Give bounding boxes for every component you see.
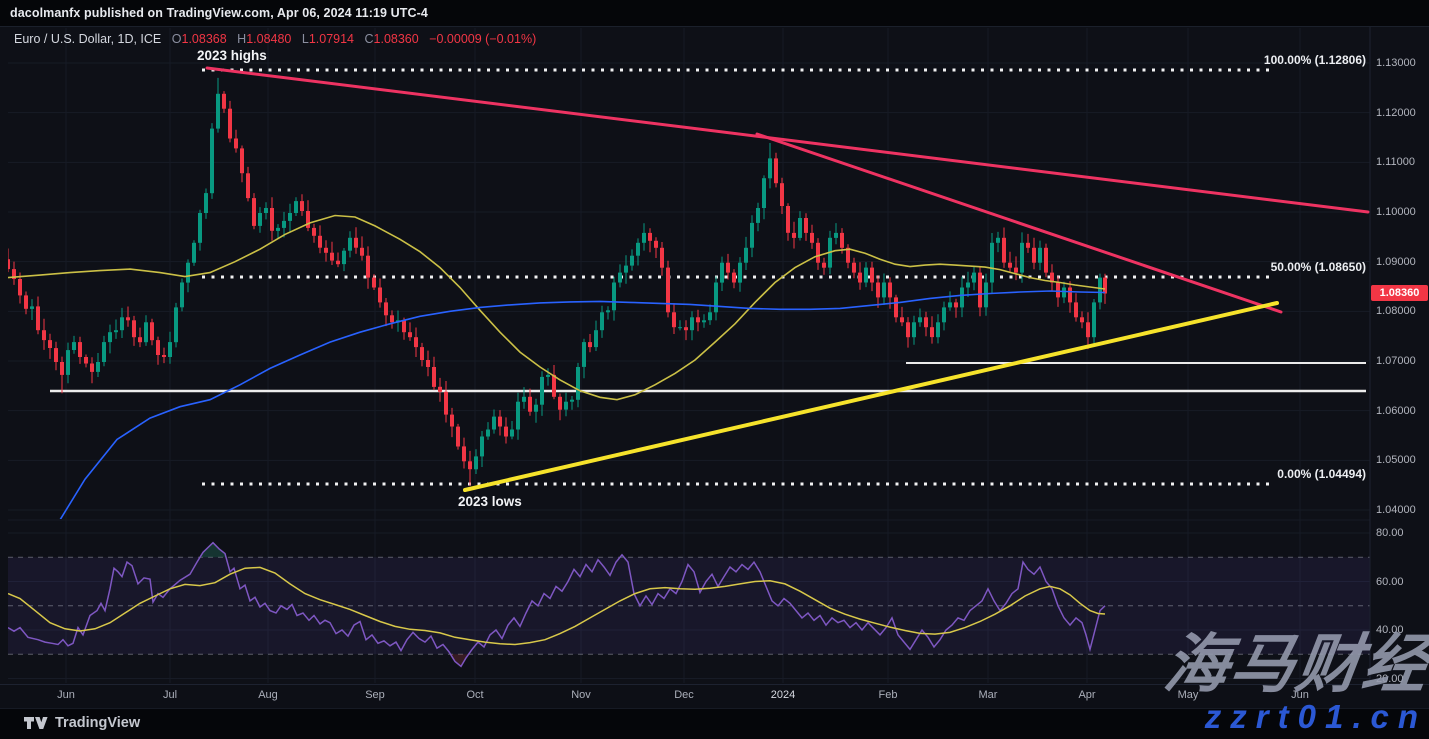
symbol-header[interactable]: Euro / U.S. Dollar, 1D, ICE O1.08368 H1.… [14, 32, 536, 48]
watermark-url: zzrt01.cn [1204, 698, 1427, 735]
open-label: O [171, 32, 182, 46]
low-value: 1.07914 [308, 32, 355, 46]
price-axis-label: 1.09000 [1376, 255, 1416, 268]
ma-slow-line [59, 290, 1106, 519]
low-label: L [301, 32, 309, 46]
tradingview-logo-icon [24, 716, 48, 729]
candlesticks [8, 77, 1107, 486]
time-axis-label[interactable]: May [1177, 689, 1199, 701]
symbol-name: Euro / U.S. Dollar, 1D, ICE [14, 32, 162, 46]
rsi-ma-line [8, 566, 1106, 646]
trendline-descending-resistance-steep [755, 132, 1283, 314]
close-label: C [364, 32, 374, 46]
time-axis-label[interactable]: Apr [1078, 689, 1096, 701]
fib-label-100: 100.00% (1.12806) [1263, 53, 1366, 67]
rsi-line [8, 541, 1106, 668]
time-axis-label[interactable]: Feb [878, 689, 898, 701]
rsi-guides [8, 556, 1370, 655]
rsi-axis-label: 60.00 [1376, 575, 1404, 588]
price-axis-label: 1.07000 [1376, 355, 1416, 367]
close-value: 1.08360 [373, 32, 419, 46]
grid-vertical [65, 28, 1301, 683]
rsi-axis-label: 80.00 [1376, 527, 1404, 539]
annotation-2023-highs: 2023 highs [197, 48, 267, 63]
time-axis[interactable] [0, 684, 1429, 708]
open-value: 1.08368 [181, 32, 227, 46]
tradingview-logo[interactable]: TradingView [24, 714, 140, 732]
rsi-axis-label: 20.00 [1376, 672, 1404, 685]
horizontal-support-lines[interactable] [50, 362, 1366, 393]
price-axis-label: 1.05000 [1376, 454, 1416, 467]
last-price-badge: 1.08360 [1371, 285, 1428, 302]
time-axis-label[interactable]: Nov [571, 689, 591, 701]
price-axis-label: 1.12000 [1376, 106, 1416, 119]
price-axis-label: 1.10000 [1376, 206, 1416, 218]
price-axis-label: 1.11000 [1376, 156, 1415, 169]
tradingview-logo-text: TradingView [55, 715, 141, 731]
price-axis-label: 1.08000 [1376, 305, 1416, 318]
time-axis-label[interactable]: Sep [365, 689, 385, 701]
time-axis-label[interactable]: Jun [1291, 689, 1309, 701]
rsi-axis-label: 40.00 [1376, 624, 1404, 636]
change-value: −0.00009 (−0.01%) [429, 32, 537, 46]
bottom-bar [0, 708, 1429, 739]
time-axis-label[interactable]: Oct [466, 689, 484, 701]
time-axis-label[interactable]: 2024 [770, 689, 796, 701]
price-axis-label: 1.06000 [1376, 404, 1416, 417]
high-value: 1.08480 [246, 32, 292, 46]
fib-label-0: 0.00% (1.04494) [1277, 467, 1366, 481]
time-axis-label[interactable]: Jul [162, 689, 178, 701]
trendline-descending-resistance-long [205, 66, 1370, 214]
time-axis-label[interactable]: Dec [674, 689, 694, 701]
time-axis-label[interactable]: Aug [258, 689, 278, 701]
time-axis-label[interactable]: Jun [57, 689, 75, 701]
annotation-2023-lows: 2023 lows [458, 494, 522, 509]
time-axis-label[interactable]: Mar [978, 689, 998, 701]
trendline-ascending-support [463, 301, 1279, 492]
high-label: H [237, 32, 247, 46]
grid-horizontal [8, 62, 1370, 679]
watermark-cjk: 海马财经 [1159, 628, 1429, 700]
trend-lines[interactable] [205, 66, 1370, 492]
ma-fast-line [8, 214, 1106, 401]
fib-label-50: 50.00% (1.08650) [1270, 260, 1366, 274]
attribution-bar: dacolmanfx published on TradingView.com,… [0, 0, 1429, 27]
price-axis-label: 1.04000 [1376, 504, 1416, 516]
price-axis-label: 1.13000 [1376, 57, 1416, 69]
